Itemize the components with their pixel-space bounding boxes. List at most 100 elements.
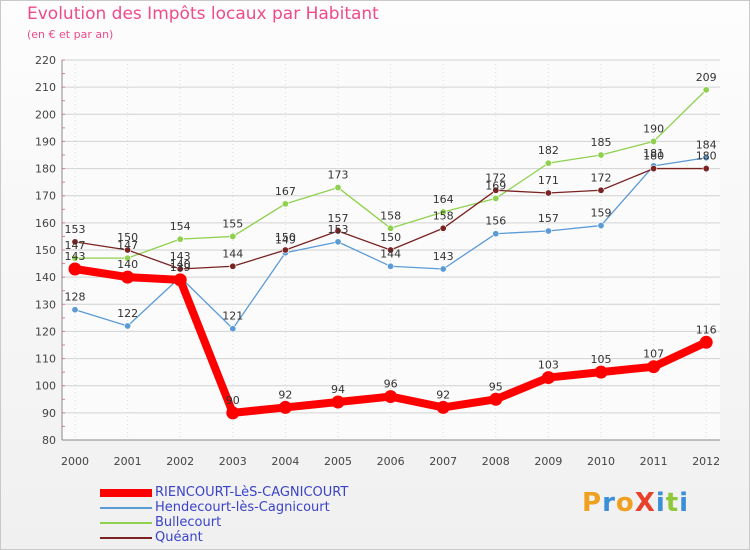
data-point xyxy=(176,265,184,273)
legend-label: RIENCOURT-LèS-CAGNICOURT xyxy=(155,485,349,500)
data-point xyxy=(229,232,237,240)
data-label: 92 xyxy=(278,388,292,401)
data-label: 164 xyxy=(433,193,454,206)
y-tick-label: 210 xyxy=(35,81,56,94)
y-tick-label: 160 xyxy=(35,217,56,230)
proxiti-logo: ProXiti xyxy=(582,488,690,518)
data-point xyxy=(334,227,342,235)
data-point xyxy=(650,137,658,145)
data-point xyxy=(650,165,658,173)
legend-label: Hendecourt-lès-Cagnicourt xyxy=(155,500,330,515)
data-label: 155 xyxy=(222,217,243,230)
data-label: 143 xyxy=(65,250,86,263)
data-label: 173 xyxy=(328,169,349,182)
data-label: 181 xyxy=(643,147,664,160)
data-point xyxy=(334,184,342,192)
data-point xyxy=(702,165,710,173)
data-label: 153 xyxy=(65,223,86,236)
data-label: 156 xyxy=(485,215,506,228)
y-tick-label: 80 xyxy=(42,434,56,447)
data-label: 158 xyxy=(433,209,454,222)
data-point xyxy=(492,230,500,238)
x-tick-label: 2001 xyxy=(114,455,142,468)
legend-swatch xyxy=(100,507,152,509)
chart-title: Evolution des Impôts locaux par Habitant xyxy=(27,4,379,24)
data-label: 107 xyxy=(643,348,664,361)
data-point xyxy=(281,200,289,208)
data-label: 103 xyxy=(538,359,559,372)
data-point xyxy=(702,154,710,162)
data-label: 154 xyxy=(170,220,191,233)
data-label: 147 xyxy=(117,239,138,252)
data-point xyxy=(541,371,555,385)
data-label: 94 xyxy=(331,383,345,396)
data-point xyxy=(492,194,500,202)
legend-label: Quéant xyxy=(155,530,203,545)
y-tick-label: 100 xyxy=(35,380,56,393)
data-point xyxy=(71,306,79,314)
x-tick-label: 2012 xyxy=(692,455,720,468)
data-point xyxy=(544,159,552,167)
data-label: 139 xyxy=(170,261,191,274)
data-label: 128 xyxy=(65,291,86,304)
data-label: 169 xyxy=(485,179,506,192)
data-label: 159 xyxy=(591,207,612,220)
data-point xyxy=(699,335,713,349)
y-tick-label: 170 xyxy=(35,190,56,203)
x-tick-label: 2006 xyxy=(377,455,405,468)
data-point xyxy=(124,322,132,330)
y-tick-label: 220 xyxy=(35,54,56,67)
data-label: 182 xyxy=(538,144,559,157)
data-point xyxy=(439,224,447,232)
data-label: 92 xyxy=(436,388,450,401)
data-label: 153 xyxy=(328,223,349,236)
data-label: 184 xyxy=(696,139,717,152)
data-point xyxy=(647,360,661,374)
data-point xyxy=(124,254,132,262)
data-label: 185 xyxy=(591,136,612,149)
y-tick-label: 190 xyxy=(35,135,56,148)
data-point xyxy=(544,189,552,197)
x-tick-label: 2008 xyxy=(482,455,510,468)
x-tick-label: 2005 xyxy=(324,455,352,468)
legend-label: Bullecourt xyxy=(155,515,222,530)
legend-swatch xyxy=(100,489,152,497)
data-point xyxy=(436,400,450,414)
data-label: 149 xyxy=(275,234,296,247)
y-tick-label: 140 xyxy=(35,271,56,284)
data-label: 158 xyxy=(380,209,401,222)
data-point xyxy=(597,151,605,159)
data-point xyxy=(489,392,503,406)
data-label: 172 xyxy=(591,171,612,184)
data-label: 171 xyxy=(538,174,559,187)
data-label: 143 xyxy=(170,250,191,263)
data-point xyxy=(68,262,82,276)
data-label: 105 xyxy=(591,353,612,366)
data-label: 144 xyxy=(380,247,401,260)
data-label: 121 xyxy=(222,310,243,323)
data-point xyxy=(439,265,447,273)
y-tick-label: 200 xyxy=(35,108,56,121)
data-point xyxy=(597,222,605,230)
data-point xyxy=(384,390,398,404)
x-tick-label: 2010 xyxy=(587,455,615,468)
data-label: 147 xyxy=(65,239,86,252)
x-tick-label: 2002 xyxy=(166,455,194,468)
data-point xyxy=(71,254,79,262)
x-tick-label: 2003 xyxy=(219,455,247,468)
data-point xyxy=(121,270,135,284)
chart-subtitle: (en € et par an) xyxy=(27,28,114,41)
data-label: 96 xyxy=(384,378,398,391)
legend-swatch xyxy=(100,537,152,539)
data-label: 209 xyxy=(696,71,717,84)
data-label: 116 xyxy=(696,323,717,336)
data-point xyxy=(281,246,289,254)
data-label: 90 xyxy=(226,394,240,407)
data-label: 190 xyxy=(643,122,664,135)
y-tick-label: 150 xyxy=(35,244,56,257)
data-point xyxy=(439,208,447,216)
data-point xyxy=(387,224,395,232)
data-point xyxy=(124,246,132,254)
data-point xyxy=(226,406,240,420)
